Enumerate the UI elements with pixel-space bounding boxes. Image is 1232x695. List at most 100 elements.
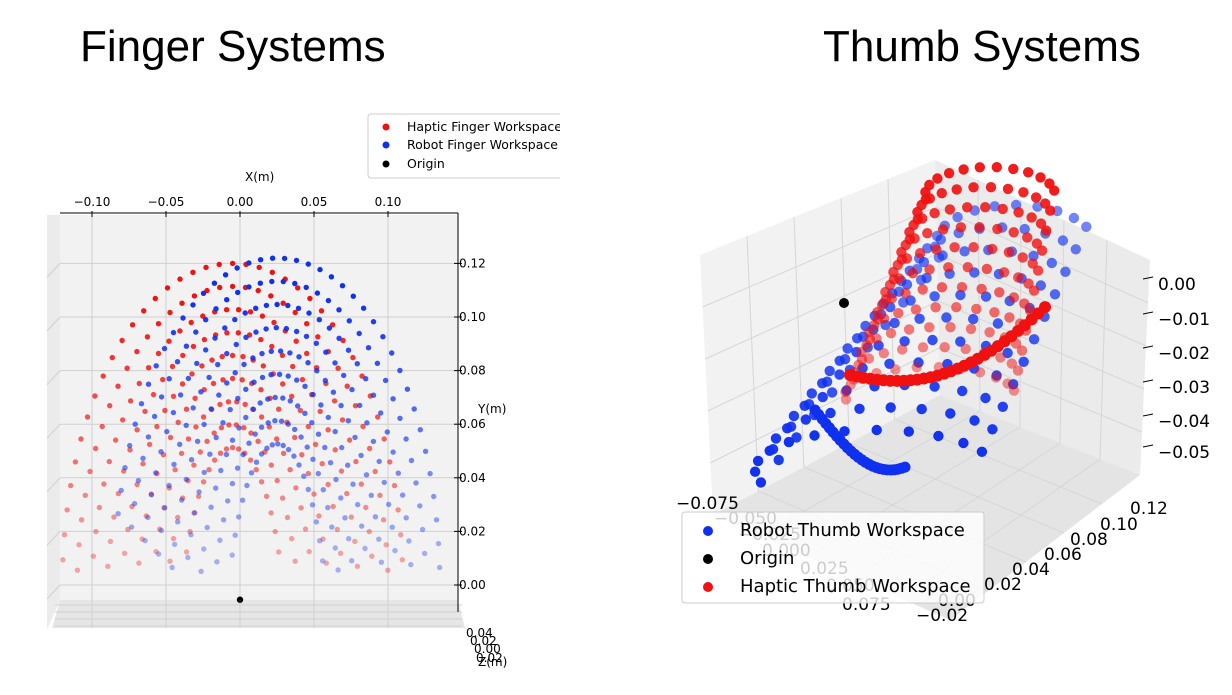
robot-finger-point — [201, 546, 207, 552]
robot-finger-point — [406, 538, 412, 544]
haptic-finger-point — [146, 441, 153, 448]
robot-thumb-point — [893, 286, 905, 297]
haptic-finger-point — [161, 505, 167, 511]
robot-thumb-point — [1028, 334, 1040, 345]
haptic-thumb-point — [990, 372, 1002, 383]
robot-thumb-point — [755, 477, 767, 488]
haptic-finger-point — [352, 538, 358, 545]
thumb-z-tickmark — [1142, 379, 1154, 383]
robot-thumb-point — [915, 274, 927, 286]
finger-legend-origin-marker — [382, 160, 390, 168]
robot-thumb-point — [942, 358, 953, 370]
robot-finger-point — [213, 306, 219, 312]
robot-finger-point — [319, 558, 326, 564]
haptic-finger-point — [107, 403, 113, 409]
robot-thumb-point — [800, 414, 811, 425]
haptic-thumb-point — [1018, 319, 1031, 332]
robot-thumb-point — [842, 343, 853, 354]
haptic-thumb-point — [857, 371, 870, 384]
haptic-finger-point — [197, 449, 203, 455]
robot-finger-point — [287, 350, 293, 356]
haptic-thumb-point — [845, 379, 856, 391]
robot-finger-point — [234, 465, 241, 471]
robot-finger-point — [378, 559, 385, 565]
thumb-z-tick-label: 0.00 — [1158, 275, 1196, 295]
haptic-finger-point — [148, 491, 154, 497]
robot-finger-point — [161, 345, 168, 352]
haptic-thumb-point — [848, 366, 859, 378]
robot-finger-point — [411, 406, 417, 412]
haptic-thumb-point — [856, 354, 868, 365]
haptic-thumb-point — [896, 246, 907, 258]
haptic-thumb-point — [917, 342, 929, 353]
robot-finger-point — [330, 389, 337, 395]
haptic-thumb-point — [878, 348, 889, 359]
haptic-finger-point — [60, 557, 66, 563]
robot-thumb-point — [849, 448, 861, 460]
haptic-thumb-point — [916, 199, 927, 211]
finger-y-tick-label: 0.04 — [459, 471, 486, 485]
robot-thumb-point — [899, 336, 910, 347]
robot-finger-point — [296, 354, 302, 360]
haptic-finger-point — [307, 295, 313, 302]
robot-thumb-point — [931, 230, 943, 242]
robot-finger-point — [158, 527, 164, 534]
robot-finger-point — [327, 460, 334, 466]
haptic-thumb-point — [893, 308, 904, 319]
haptic-finger-point — [358, 481, 364, 487]
robot-finger-point — [194, 360, 200, 367]
finger-x-tick-label: 0.00 — [227, 195, 254, 209]
robot-thumb-point — [749, 466, 761, 477]
robot-thumb-point — [913, 357, 924, 368]
haptic-finger-point — [292, 434, 298, 441]
robot-finger-point — [346, 318, 352, 324]
robot-finger-point — [153, 363, 159, 369]
haptic-thumb-point — [894, 273, 905, 284]
robot-finger-point — [322, 377, 328, 384]
robot-thumb-point — [1060, 266, 1071, 277]
robot-finger-point — [128, 524, 135, 530]
thumb-z-tick-label: −0.03 — [1158, 378, 1210, 398]
haptic-finger-point — [223, 446, 230, 452]
robot-finger-point — [158, 394, 165, 400]
robot-thumb-point — [968, 363, 980, 374]
robot-thumb-point — [1035, 280, 1047, 291]
haptic-thumb-point — [1024, 305, 1036, 316]
haptic-thumb-point — [960, 343, 971, 355]
robot-thumb-point — [935, 234, 946, 245]
haptic-finger-point — [139, 536, 145, 542]
haptic-finger-point — [190, 343, 197, 350]
haptic-finger-point — [203, 264, 209, 271]
haptic-finger-point — [247, 309, 254, 315]
robot-finger-point — [272, 418, 278, 424]
thumb-x-tick-label: 0.075 — [842, 595, 891, 615]
robot-thumb-point — [803, 399, 815, 410]
haptic-thumb-point — [1008, 227, 1019, 238]
finger-y-tick-label: 0.10 — [459, 310, 486, 324]
robot-thumb-point — [993, 268, 1005, 280]
robot-thumb-point — [859, 456, 871, 468]
robot-finger-point — [166, 376, 172, 382]
robot-finger-point — [285, 421, 291, 427]
haptic-finger-point — [72, 459, 79, 465]
robot-thumb-point — [851, 346, 862, 358]
haptic-finger-point — [319, 461, 325, 467]
haptic-finger-point — [317, 408, 323, 415]
haptic-finger-point — [248, 430, 254, 436]
robot-thumb-point — [813, 409, 825, 420]
haptic-thumb-point — [981, 263, 993, 275]
robot-thumb-point — [839, 354, 851, 365]
haptic-thumb-point — [1025, 313, 1038, 326]
robot-finger-point — [315, 470, 321, 477]
robot-finger-point — [175, 519, 181, 525]
robot-thumb-point — [773, 454, 784, 466]
haptic-finger-point — [84, 414, 91, 420]
robot-finger-point — [257, 257, 264, 263]
haptic-finger-point — [316, 513, 322, 519]
robot-thumb-point — [844, 364, 856, 376]
robot-finger-point — [208, 406, 214, 412]
thumb-z-tickmark — [1142, 276, 1154, 280]
haptic-thumb-point — [1004, 312, 1015, 323]
haptic-finger-point — [106, 458, 113, 465]
haptic-thumb-point — [958, 164, 969, 175]
